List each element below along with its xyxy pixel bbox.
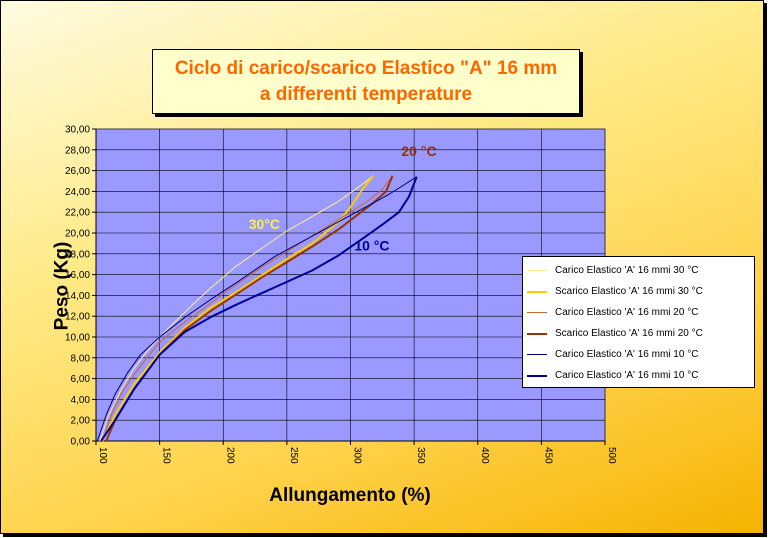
series-line-3: [101, 175, 393, 442]
x-tick-label: 300: [352, 447, 363, 464]
y-tick-label: 24,00: [65, 187, 90, 198]
x-tick-label: 350: [415, 447, 426, 464]
y-tick-label: 4,00: [71, 395, 91, 406]
annotation-label-2: 30°C: [249, 216, 280, 232]
chart-title-box: Ciclo di carico/scarico Elastico "A" 16 …: [152, 49, 580, 114]
legend-entry: Scarico Elastico 'A' 16 mmi 20 °C: [527, 323, 750, 344]
legend-swatch: [527, 270, 547, 271]
y-tick-label: 26,00: [65, 166, 90, 177]
x-tick-label: 100: [97, 447, 108, 464]
y-tick-label: 14,00: [65, 291, 90, 302]
x-tick-label: 500: [606, 447, 617, 464]
x-axis-label: Allungamento (%): [269, 485, 431, 506]
y-tick-label: 12,00: [65, 312, 90, 323]
legend-entry: Scarico Elastico 'A' 16 mmi 30 °C: [527, 281, 750, 302]
legend-entry: Carico Elastico 'A' 16 mmi 30 °C: [527, 260, 750, 281]
legend-label: Carico Elastico 'A' 16 mmi 20 °C: [555, 307, 699, 318]
legend-label: Carico Elastico 'A' 16 mmi 10 °C: [555, 349, 699, 360]
legend-swatch: [527, 354, 547, 355]
legend-entry: Carico Elastico 'A' 16 mmi 10 °C: [527, 344, 750, 365]
chart-title-line2: a differenti temperature: [259, 84, 473, 105]
x-tick-label: 250: [288, 447, 299, 464]
annotation-label-3: 10 °C: [354, 238, 389, 254]
y-tick-label: 30,00: [65, 125, 90, 136]
series-line-5: [96, 176, 417, 442]
y-tick-label: 20,00: [65, 229, 90, 240]
legend-label: Scarico Elastico 'A' 16 mmi 30 °C: [555, 286, 703, 297]
legend-swatch: [527, 312, 547, 313]
legend: Carico Elastico 'A' 16 mmi 30 °C Scarico …: [522, 256, 755, 388]
legend-swatch: [527, 290, 547, 293]
y-tick-label: 2,00: [71, 416, 91, 427]
legend-label: Carico Elastico 'A' 16 mmi 10 °C: [555, 370, 699, 381]
y-tick-label: 18,00: [65, 249, 90, 260]
x-tick-label: 450: [542, 447, 553, 464]
y-tick-label: 10,00: [65, 333, 90, 344]
legend-label: Carico Elastico 'A' 16 mmi 30 °C: [555, 265, 699, 276]
y-tick-label: 6,00: [71, 374, 91, 385]
y-tick-label: 8,00: [71, 353, 91, 364]
x-tick-label: 400: [479, 447, 490, 464]
legend-entry: Carico Elastico 'A' 16 mmi 20 °C: [527, 302, 750, 323]
x-tick-label: 150: [161, 447, 172, 464]
y-tick-label: 0,00: [71, 437, 91, 448]
legend-swatch: [527, 332, 547, 335]
y-tick-label: 22,00: [65, 208, 90, 219]
y-axis-label: Peso (Kg): [51, 241, 73, 331]
x-tick-label: 200: [224, 447, 235, 464]
legend-entry: Carico Elastico 'A' 16 mmi 10 °C: [527, 365, 750, 386]
annotation-label-1: 20 °C: [401, 143, 436, 159]
series-line-6: [100, 176, 418, 442]
y-tick-label: 28,00: [65, 145, 90, 156]
series-line-1: [99, 175, 374, 442]
y-tick-label: 16,00: [65, 270, 90, 281]
legend-label: Scarico Elastico 'A' 16 mmi 20 °C: [555, 328, 703, 339]
legend-swatch: [527, 374, 547, 377]
series-line-2: [101, 175, 375, 442]
chart-title-line1: Ciclo di carico/scarico Elastico "A" 16 …: [174, 58, 558, 79]
